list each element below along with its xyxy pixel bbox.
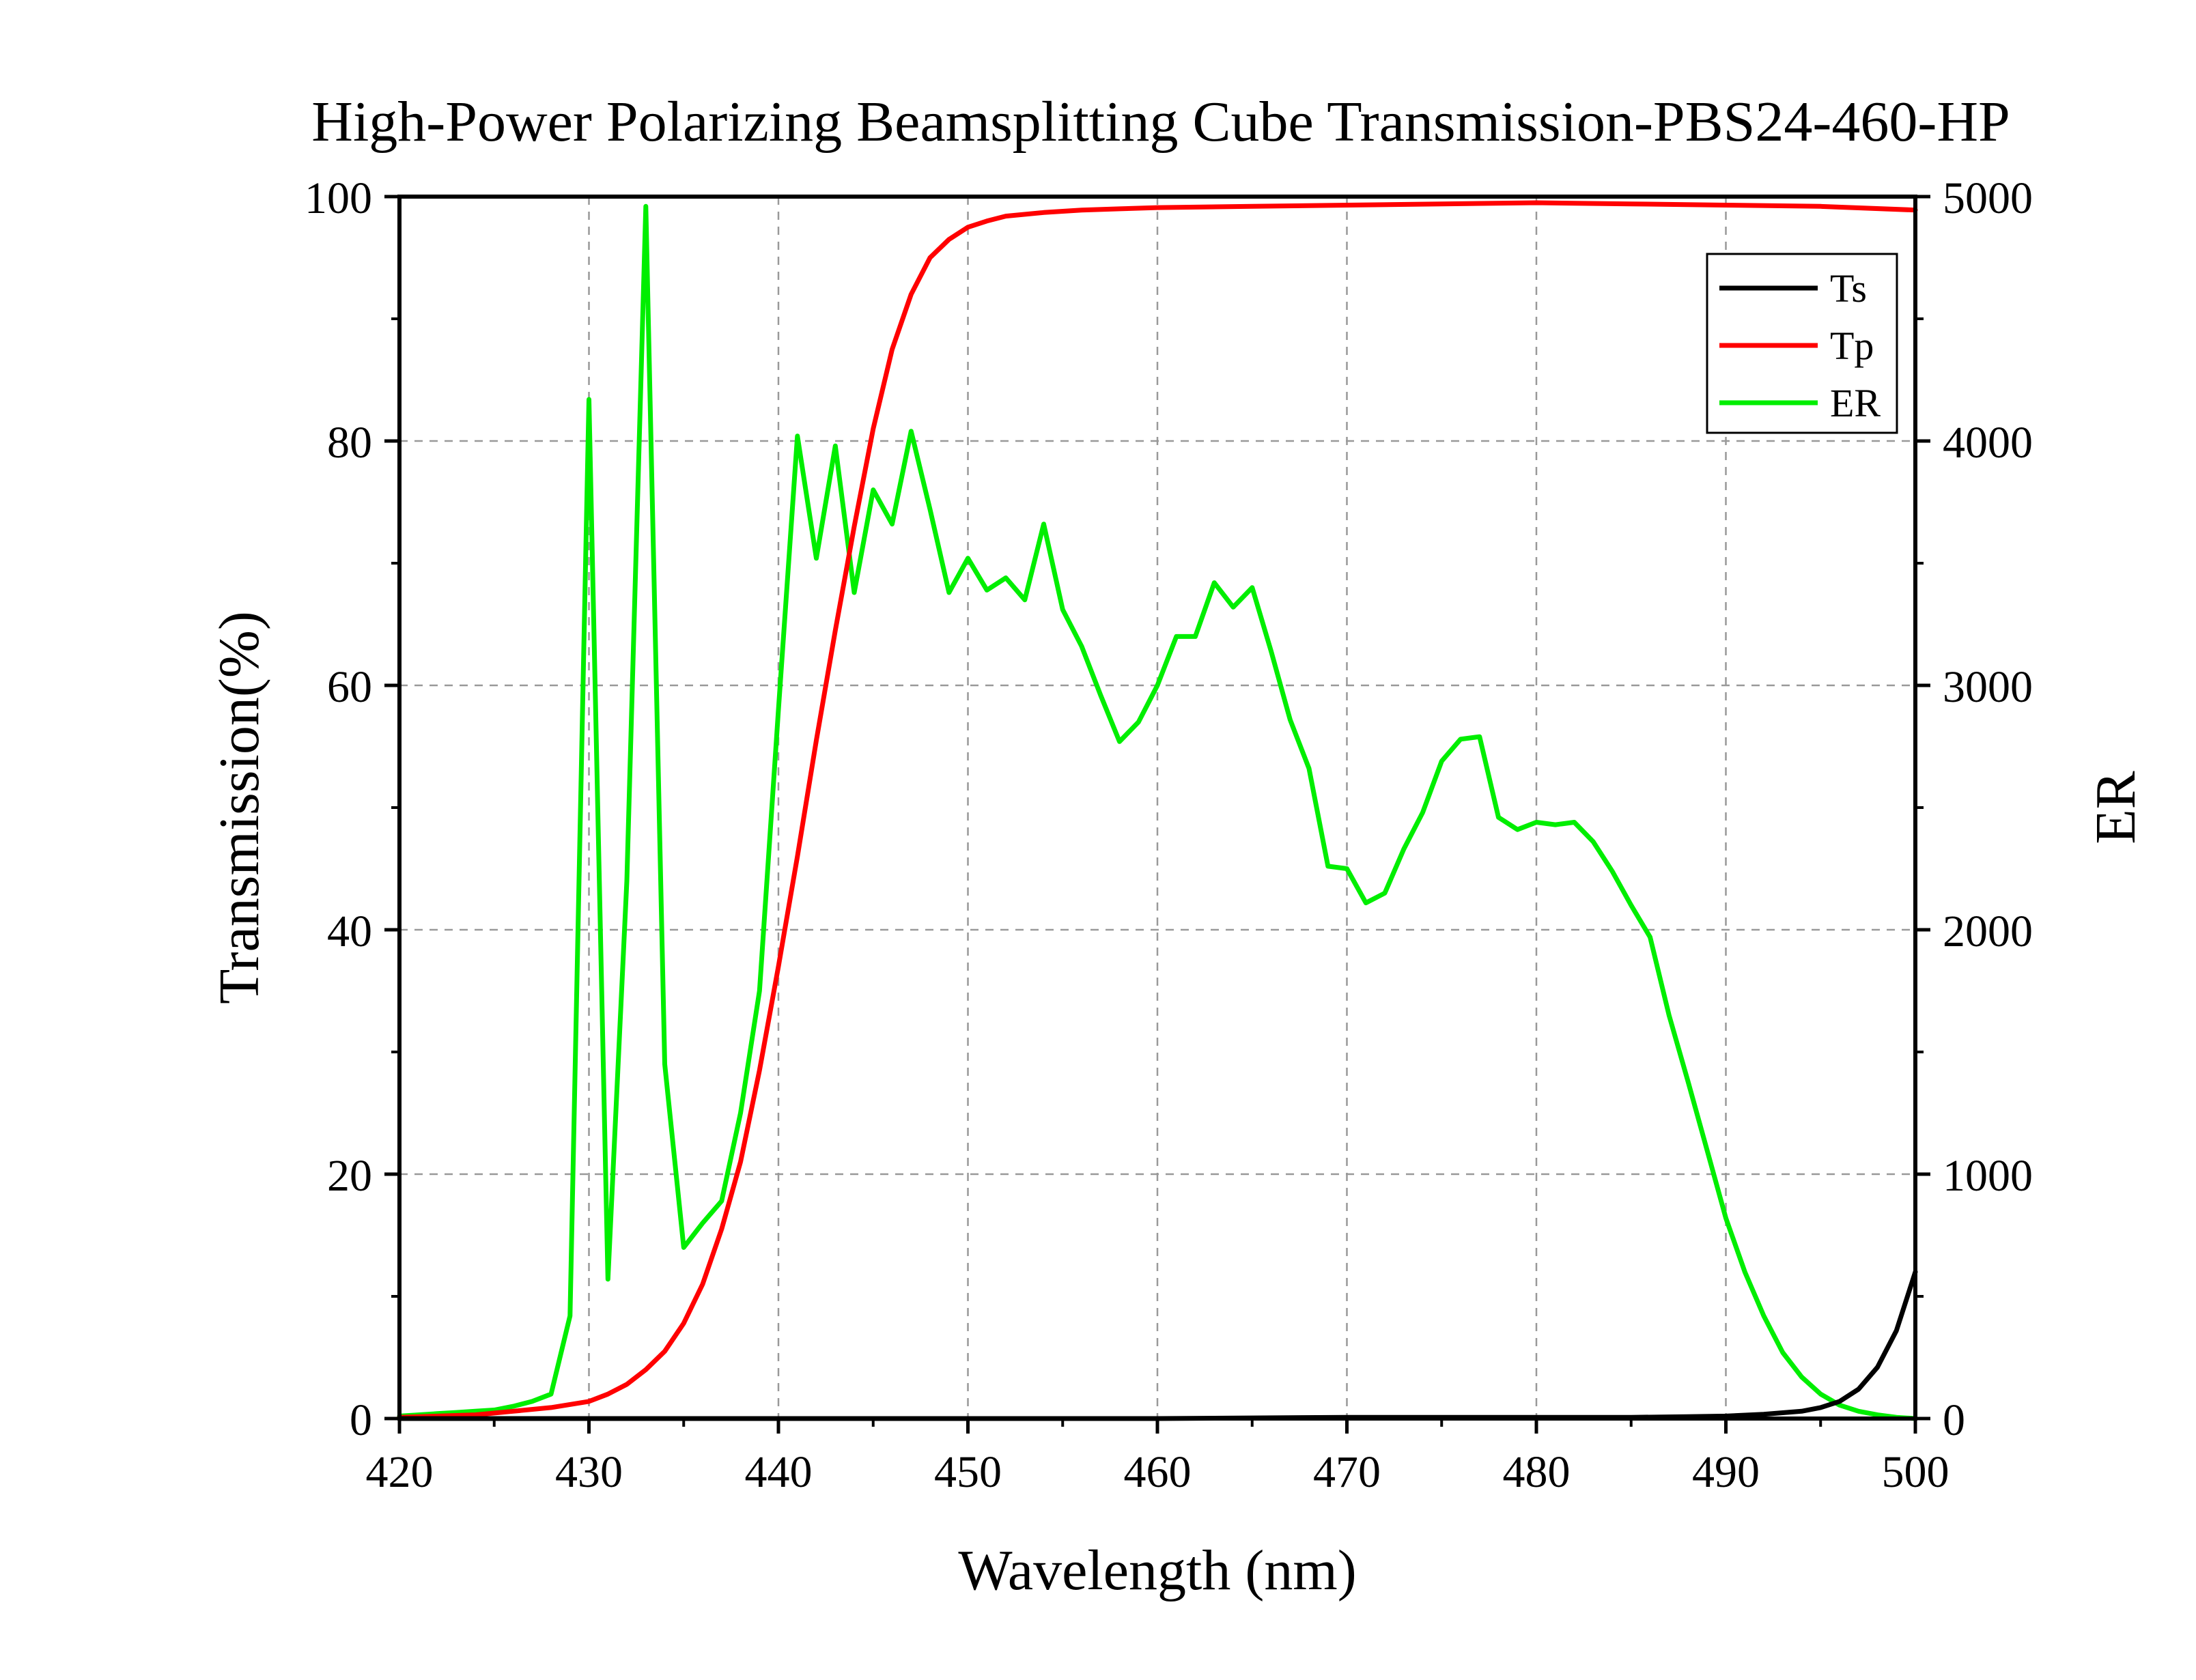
x-tick-label: 460: [1124, 1447, 1192, 1497]
y-tick-label: 0: [350, 1395, 372, 1445]
y-tick-label: 100: [305, 173, 372, 223]
x-tick-label: 480: [1503, 1447, 1571, 1497]
y-tick-label: 20: [327, 1151, 372, 1201]
x-tick-label: 470: [1313, 1447, 1381, 1497]
y2-tick-label: 3000: [1943, 662, 2033, 712]
x-tick-label: 420: [366, 1447, 434, 1497]
series-line-tp: [397, 200, 1918, 1420]
legend-label-er: ER: [1830, 381, 1881, 425]
y2-axis-label: ER: [2084, 771, 2148, 844]
x-tick-label: 430: [555, 1447, 623, 1497]
y2-tick-label: 0: [1943, 1395, 1965, 1445]
legend-label-tp: Tp: [1830, 324, 1874, 368]
legend: Ts Tp ER: [1706, 253, 1898, 434]
y2-tick-label: 2000: [1943, 907, 2033, 956]
y2-tick-label: 4000: [1943, 418, 2033, 468]
chart-title: High-Power Polarizing Beamsplitting Cube…: [311, 90, 2010, 154]
y2-tick-label: 5000: [1943, 173, 2033, 223]
x-axis-label: Wavelength (nm): [958, 1539, 1356, 1602]
y-tick-label: 60: [327, 662, 372, 712]
y-tick-label: 40: [327, 907, 372, 956]
x-tick-label: 450: [934, 1447, 1002, 1497]
series-line-er: [397, 203, 1918, 1421]
legend-label-ts: Ts: [1830, 266, 1867, 311]
y2-tick-label: 1000: [1943, 1151, 2033, 1201]
tick-labels: 420 430 440 450 460 470 480 490 5000204060801000…: [305, 173, 2033, 1497]
x-tick-label: 490: [1692, 1447, 1760, 1497]
x-tick-label: 440: [745, 1447, 813, 1497]
ticks: [384, 195, 1930, 1434]
y-axis-label: Transmission(%): [208, 611, 271, 1004]
x-tick-label: 500: [1882, 1447, 1949, 1497]
y-tick-label: 80: [327, 418, 372, 468]
